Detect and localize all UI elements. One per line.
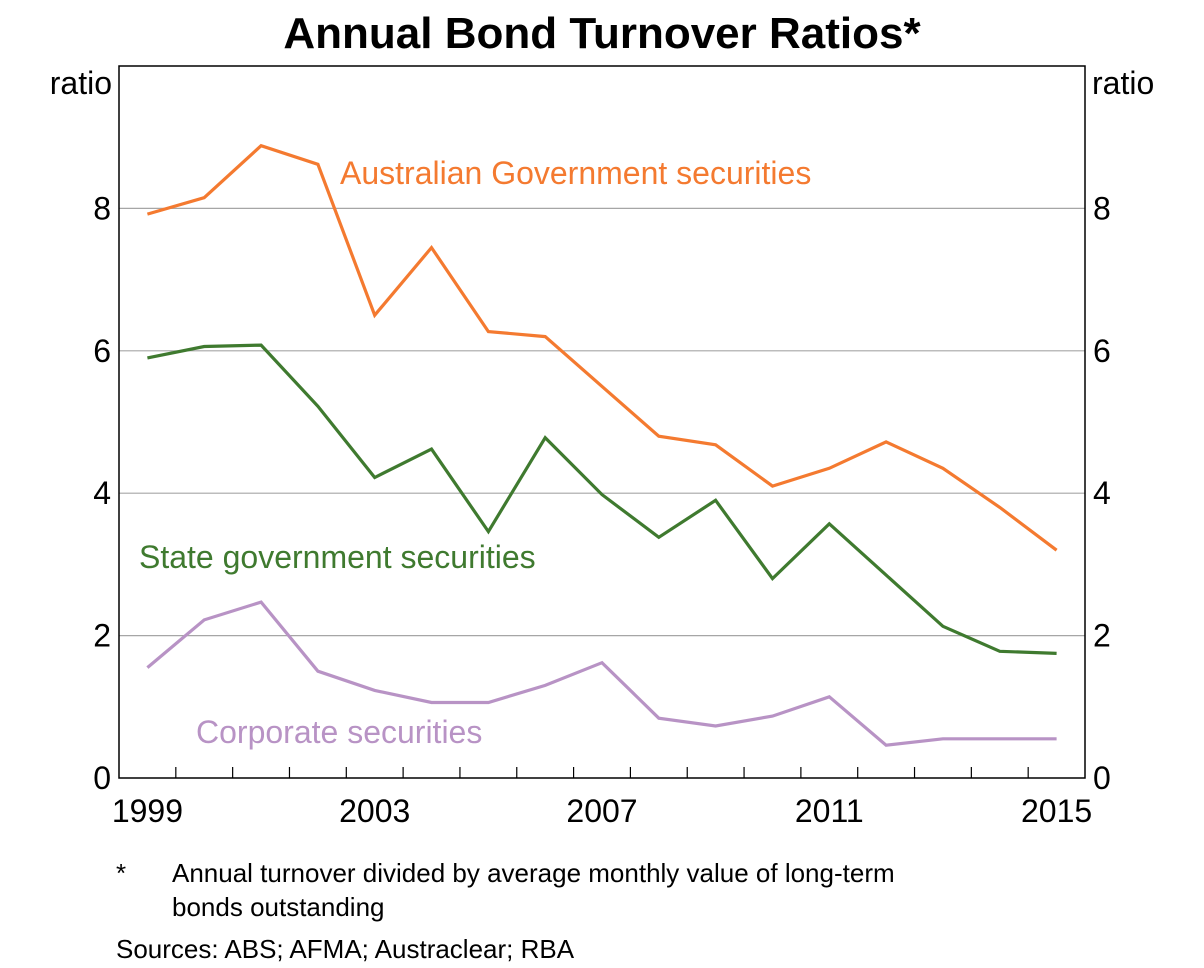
label-corporate-securities: Corporate securities [196, 714, 482, 750]
gridlines [119, 207, 1085, 637]
x-tick-label-2007: 2007 [566, 793, 637, 829]
plot-frame [118, 65, 1086, 779]
y-tick-left-2: 2 [93, 618, 111, 654]
x-tick-label-2003: 2003 [339, 793, 410, 829]
series-line-australian-government-securities [146, 143, 1058, 552]
y-tick-right-6: 6 [1093, 333, 1111, 369]
y-tick-left-6: 6 [93, 333, 111, 369]
y-tick-left-8: 8 [93, 190, 111, 226]
label-state-government-securities: State government securities [139, 539, 536, 575]
y-tick-left-4: 4 [93, 475, 111, 511]
y-tick-right-0: 0 [1093, 760, 1111, 796]
footnote-marker: * [116, 858, 127, 888]
y-tick-left-0: 0 [93, 760, 111, 796]
series-line-state-government-securities [147, 343, 1057, 655]
footnote-text-line2: bonds outstanding [172, 892, 385, 922]
series-line-corporate-securities [146, 600, 1057, 747]
y-tick-right-8: 8 [1093, 190, 1111, 226]
label-australian-government-securities: Australian Government securities [340, 155, 811, 191]
x-tick-label-2015: 2015 [1021, 793, 1092, 829]
y-tick-right-2: 2 [1093, 618, 1111, 654]
footnote-text-line1: Annual turnover divided by average month… [172, 858, 895, 888]
ticks-layer: 0 0 2 2 4 4 6 6 8 8 1999 2003 2007 2011 2015 [93, 190, 1111, 829]
y-axis-label-right: ratio [1092, 65, 1154, 101]
chart-title: Annual Bond Turnover Ratios* [283, 9, 921, 58]
x-tick-label-2011: 2011 [795, 793, 864, 829]
y-axis-label-left: ratio [50, 65, 112, 101]
x-tick-label-1999: 1999 [112, 793, 183, 829]
series-layer [146, 143, 1058, 747]
y-tick-right-4: 4 [1093, 475, 1111, 511]
sources: Sources: ABS; AFMA; Austraclear; RBA [116, 934, 575, 964]
